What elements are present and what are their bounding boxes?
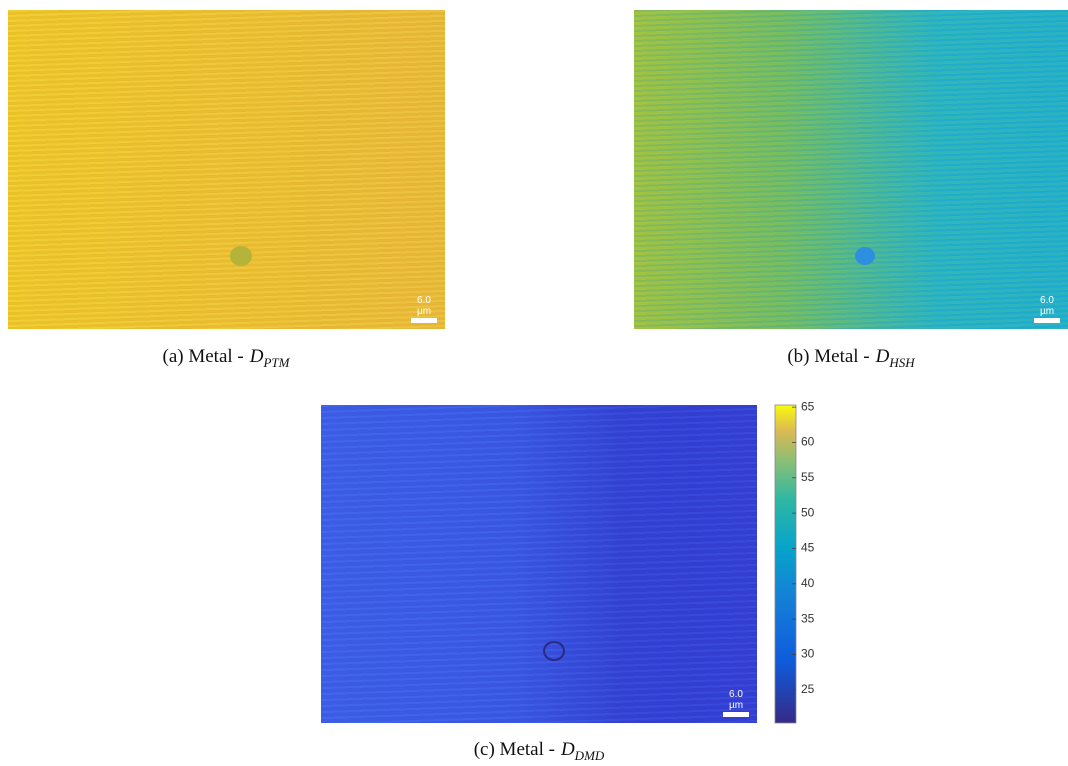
symbol: D [875,346,890,367]
tick-label: 45 [801,541,815,555]
tick-label: 35 [801,611,815,625]
defect [855,247,875,265]
scale-label: 6.0 µm [416,295,432,317]
image-dmd: 6.0 µm [321,405,757,723]
image-ptm: 6.0 µm [8,10,445,329]
tick-label: 65 [801,399,815,413]
scale-bar: 6.0 µm [411,295,437,323]
tick-label: 60 [801,435,815,449]
tick-label: 30 [801,647,815,661]
symbol: D [560,739,575,760]
tick-label: 40 [801,576,815,590]
caption-text: (c) Metal - [473,739,555,760]
caption-text: (b) Metal - [787,346,870,367]
image-hsh: 6.0 µm [634,10,1068,329]
tick-label: 55 [801,470,815,484]
subscript: DMD [574,747,605,763]
caption: (a) Metal - DPTM [163,346,290,371]
scale-bar: 6.0 µm [723,689,749,717]
caption: (c) Metal - DDMD [474,739,605,764]
subscript: PTM [263,354,290,370]
scale-label: 6.0 µm [1039,295,1055,317]
defect [230,246,252,266]
defect [543,641,565,661]
scale-label: 6.0 µm [728,689,744,711]
tick-label: 25 [801,682,815,696]
caption-text: (a) Metal - [162,346,244,367]
caption: (b) Metal - DHSH [787,346,914,371]
symbol: D [249,346,264,367]
scale-bar: 6.0 µm [1034,295,1060,323]
colorbar-scale [774,404,797,724]
subscript: HSH [889,354,915,370]
tick-label: 50 [801,505,815,519]
